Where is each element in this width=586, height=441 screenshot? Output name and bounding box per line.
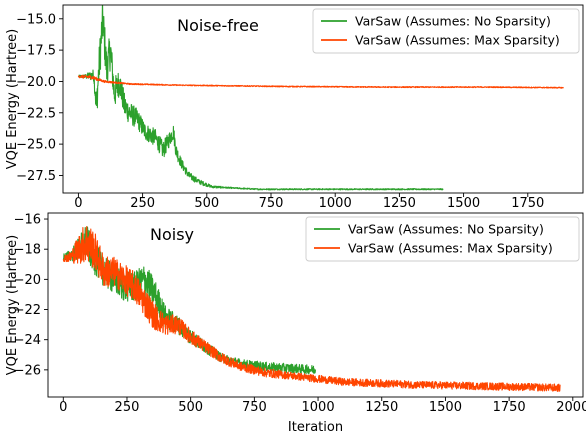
series-group xyxy=(77,5,565,191)
y-tick-label: −20.0 xyxy=(16,75,56,90)
y-tick-label: −16 xyxy=(14,213,41,228)
y-axis-label: VQE Energy (Hartree) xyxy=(5,29,20,170)
y-tick-label: −24 xyxy=(14,333,41,348)
axes-frame xyxy=(47,212,584,398)
y-tick-label: −22.5 xyxy=(16,106,56,121)
series-line-1 xyxy=(62,226,317,375)
x-tick-label: 0 xyxy=(74,196,82,211)
legend-label-2: VarSaw (Assumes: Max Sparsity) xyxy=(355,33,560,48)
y-axis-label: VQE Energy (Hartree) xyxy=(5,235,20,376)
y-tick-label: −17.5 xyxy=(16,44,56,59)
panel-title: Noisy xyxy=(150,225,194,244)
x-tick-label: 1250 xyxy=(383,196,416,211)
x-tick-label: 1750 xyxy=(493,400,526,415)
y-tick-label: −20 xyxy=(14,273,41,288)
x-tick-label: 250 xyxy=(115,400,140,415)
x-tick-label: 1750 xyxy=(511,196,544,211)
x-tick-label: 1250 xyxy=(365,400,398,415)
x-tick-label: 1000 xyxy=(319,196,352,211)
x-tick-label: 500 xyxy=(194,196,219,211)
x-tick-label: 1500 xyxy=(447,196,480,211)
x-tick-label: 250 xyxy=(130,196,155,211)
y-tick-label: −25.0 xyxy=(16,138,56,153)
y-tick-label: −27.5 xyxy=(16,169,56,184)
series-line-1 xyxy=(77,5,444,191)
axes-frame xyxy=(62,4,584,194)
y-tick-label: −18 xyxy=(14,243,41,258)
x-tick-label: 0 xyxy=(59,400,67,415)
series-line-2 xyxy=(62,225,561,393)
legend: VarSaw (Assumes: No Sparsity) VarSaw (Ass… xyxy=(305,216,580,262)
legend-label-2: VarSaw (Assumes: Max Sparsity) xyxy=(348,241,553,256)
y-tick-label: −15.0 xyxy=(16,12,56,27)
legend-box xyxy=(305,216,580,262)
legend-label-1: VarSaw (Assumes: No Sparsity) xyxy=(355,14,551,29)
x-tick-label: 2000 xyxy=(556,400,586,415)
x-tick-label: 1000 xyxy=(302,400,335,415)
y-tick-label: −22 xyxy=(14,303,41,318)
x-tick-label: 1500 xyxy=(429,400,462,415)
series-group xyxy=(62,225,561,393)
legend-label-1: VarSaw (Assumes: No Sparsity) xyxy=(348,222,544,237)
x-tick-label: 750 xyxy=(242,400,267,415)
x-axis-label: Iteration xyxy=(288,420,343,435)
x-tick-label: 750 xyxy=(259,196,284,211)
x-tick-label: 500 xyxy=(178,400,203,415)
legend: VarSaw (Assumes: No Sparsity) VarSaw (Ass… xyxy=(312,8,580,54)
panel-2: 0 250 500 750 1000 1250 1500 1750 2000 −16 −18 −20 −… xyxy=(5,213,586,435)
series-line-2 xyxy=(77,74,565,89)
legend-box xyxy=(312,8,580,54)
y-tick-label: −26 xyxy=(14,363,41,378)
panel-title: Noise-free xyxy=(177,16,259,35)
panel-1: 0 250 500 750 1000 1250 1500 1750 −15.0 −17.5 −20.… xyxy=(5,4,584,211)
